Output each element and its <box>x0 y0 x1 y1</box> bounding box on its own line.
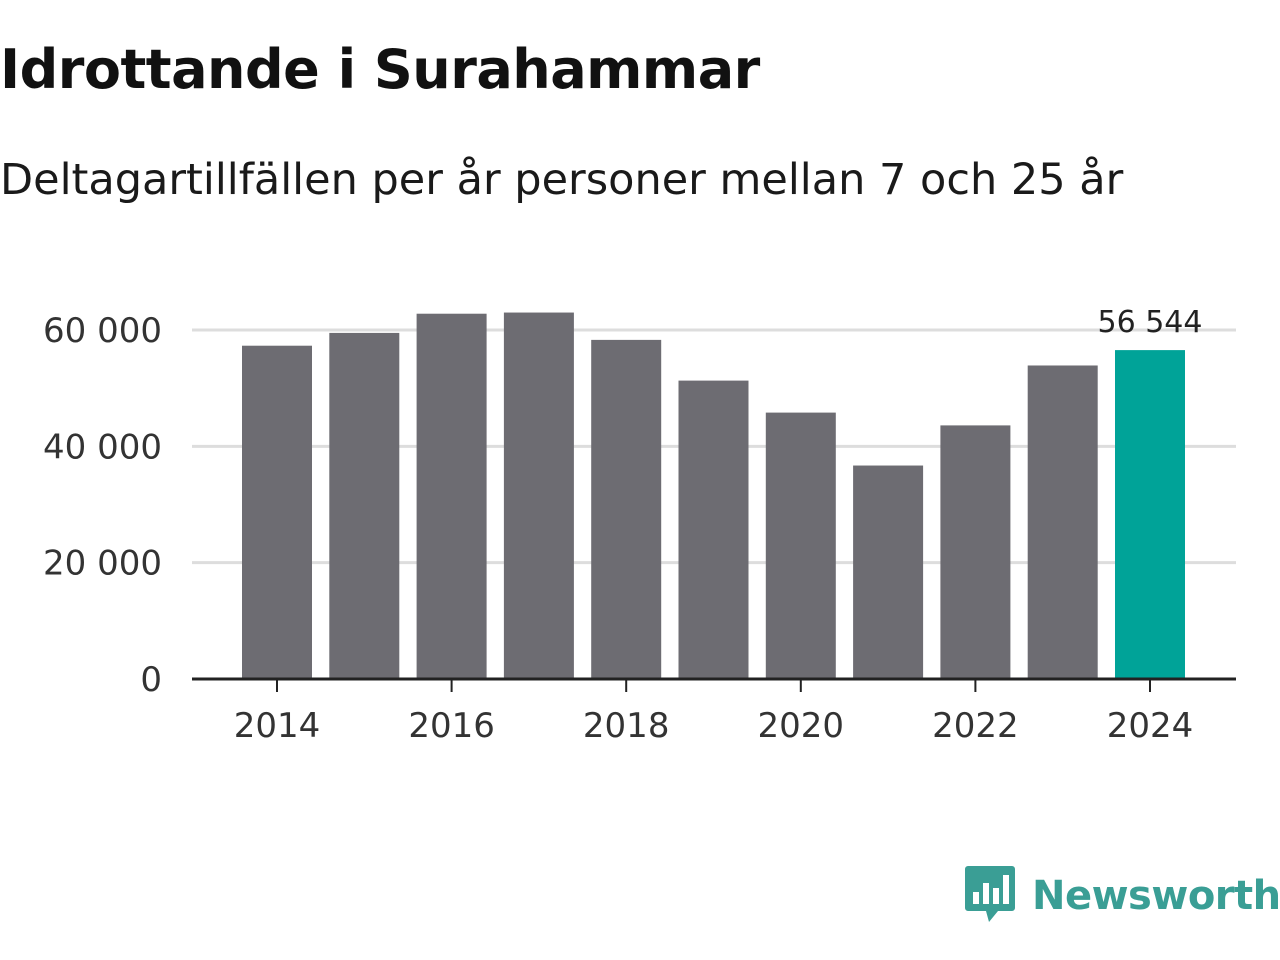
bar-chart-speech-bubble-icon <box>964 864 1016 928</box>
bar-2021 <box>853 465 924 679</box>
x-tick-label: 2014 <box>234 706 321 746</box>
y-tick-label: 60 000 <box>43 311 162 351</box>
newsworthy-logo: Newsworthy <box>964 864 1280 928</box>
bar-2018 <box>591 339 662 679</box>
bar-2022 <box>940 425 1011 679</box>
x-tick-label: 2020 <box>758 706 845 746</box>
chart-title: Idrottande i Surahammar <box>0 38 760 101</box>
x-tick-label: 2016 <box>408 706 495 746</box>
bar-2019 <box>678 380 749 679</box>
bar-2017 <box>503 312 574 679</box>
bar-2020 <box>765 412 836 679</box>
y-tick-label: 0 <box>140 660 162 700</box>
y-tick-label: 40 000 <box>43 427 162 467</box>
y-tick-label: 20 000 <box>43 544 162 584</box>
bar-2016 <box>416 313 487 679</box>
chart-subtitle: Deltagartillfällen per år personer mella… <box>0 155 1124 205</box>
bar-2015 <box>329 332 400 679</box>
x-tick-label: 2022 <box>932 706 1019 746</box>
bar-2014 <box>242 345 312 679</box>
bar-2023 <box>1027 365 1098 679</box>
value-label: 56 544 <box>1098 305 1203 340</box>
x-tick-label: 2018 <box>583 706 670 746</box>
x-tick-label: 2024 <box>1107 706 1194 746</box>
brand-name: Newsworthy <box>1032 873 1280 919</box>
bar-2024 <box>1115 350 1185 679</box>
bar-chart: 0 20 000 40 000 60 000 56 544 2014 2016 2018 202… <box>43 305 1236 746</box>
